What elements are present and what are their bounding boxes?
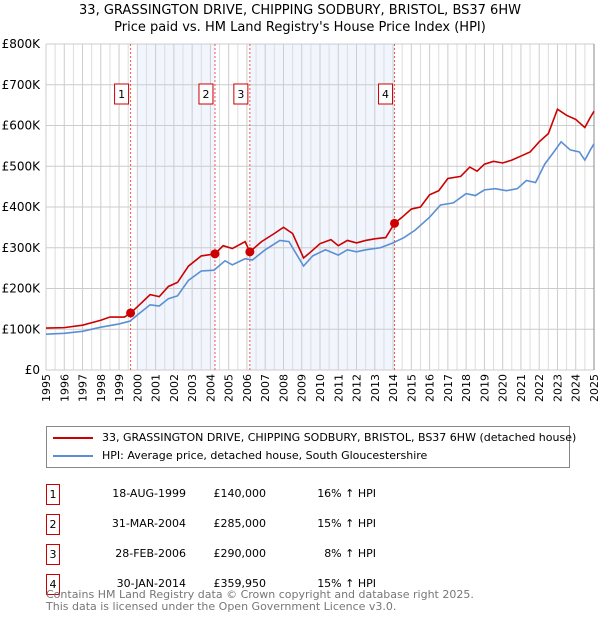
x-tick-label: 2023 [551,374,564,402]
sale-date: 30-JAN-2014 [116,577,186,590]
sale-label-box [198,83,214,105]
x-tick-label: 1996 [58,374,71,402]
sale-number: 2 [46,514,60,535]
legend-swatch [53,436,93,439]
x-tick-label: 2013 [369,374,382,402]
chart-subtitle: Price paid vs. HM Land Registry's House … [114,20,486,35]
x-tick-label: 2016 [424,374,437,402]
x-tick-label: 2010 [314,374,327,402]
sale-price: £285,000 [213,517,267,530]
x-tick-label: 2015 [405,374,418,402]
sale-hpi-diff: 8% ↑ HPI [324,547,376,560]
x-tick-label: 2006 [241,374,254,402]
y-tick-label: £600K [2,119,42,133]
sale-row: 3 28-FEB-2006 £290,000 8% ↑ HPI [46,544,446,565]
x-tick-label: 2002 [168,374,181,402]
x-tick-label: 1998 [95,374,108,402]
sale-point [245,247,255,257]
y-tick-label: £800K [2,37,42,51]
x-tick-label: 2014 [387,374,400,402]
x-tick-label: 2005 [223,374,236,402]
x-tick-label: 2012 [351,374,364,402]
footer-line: This data is licensed under the Open Gov… [46,600,397,613]
x-tick-label: 2003 [186,374,199,402]
x-tick-label: 2004 [204,374,217,402]
x-tick-label: 1995 [40,374,53,402]
y-tick-label: £100K [2,322,42,336]
sale-hpi-diff: 15% ↑ HPI [317,517,376,530]
sale-hpi-diff: 15% ↑ HPI [317,577,376,590]
sale-row: 1 18-AUG-1999 £140,000 16% ↑ HPI [46,484,446,505]
sale-number: 3 [46,544,60,565]
sale-number: 1 [46,484,60,505]
legend-label: HPI: Average price, detached house, Sout… [102,449,428,462]
y-tick-label: £200K [2,282,42,296]
sale-point [210,249,220,259]
sale-point [126,308,136,318]
legend-swatch [53,454,93,457]
x-tick-label: 1997 [77,374,90,402]
x-tick-label: 2017 [442,374,455,402]
sale-price: £359,950 [213,577,267,590]
x-tick-label: 2020 [497,374,510,402]
x-tick-label: 2018 [460,374,473,402]
x-tick-label: 2019 [478,374,491,402]
sale-number: 4 [46,574,60,595]
x-tick-label: 2021 [515,374,528,402]
x-tick-label: 2008 [277,374,290,402]
series-line [45,140,595,335]
legend: 33, GRASSINGTON DRIVE, CHIPPING SODBURY,… [46,426,576,468]
sale-price: £290,000 [213,547,267,560]
sale-price: £140,000 [213,487,267,500]
sale-date: 18-AUG-1999 [112,487,186,500]
x-tick-label: 2011 [332,374,345,402]
y-tick-label: £400K [2,200,42,214]
plot-area: 1995 1996 1997 1998 1999 2000 2001 2002 2003 2004… [2,37,600,402]
sale-date: 28-FEB-2006 [115,547,186,560]
y-tick-label: £0 [25,363,40,377]
sale-label: 3 [237,88,244,101]
x-tick-label: 2007 [259,374,272,402]
sale-label-box [378,83,394,105]
y-tick-label: £500K [2,159,42,173]
x-tick-label: 2025 [588,374,600,402]
x-tick-label: 2022 [533,374,546,402]
x-tick-label: 2024 [570,374,583,402]
y-tick-label: £300K [2,241,42,255]
legend-item-hpi: HPI: Average price, detached house, Sout… [53,449,427,462]
chart-title: 33, GRASSINGTON DRIVE, CHIPPING SODBURY,… [79,3,521,18]
sale-label-box [114,83,130,105]
sale-label: 1 [118,88,125,101]
x-tick-label: 2009 [296,374,309,402]
sale-date: 31-MAR-2004 [111,517,186,530]
sale-label: 2 [202,88,209,101]
footer: Contains HM Land Registry data © Crown c… [46,589,474,613]
footer-line: Contains HM Land Registry data © Crown c… [46,588,474,601]
series-line [45,107,595,329]
sale-point [390,218,400,228]
sale-row: 4 30-JAN-2014 £359,950 15% ↑ HPI [46,574,446,595]
x-tick-label: 2001 [150,374,163,402]
sale-label-box [233,83,249,105]
legend-label: 33, GRASSINGTON DRIVE, CHIPPING SODBURY,… [102,431,577,444]
sale-hpi-diff: 16% ↑ HPI [317,487,376,500]
x-tick-label: 2000 [131,374,144,402]
sale-label: 4 [382,88,389,101]
legend-item-property: 33, GRASSINGTON DRIVE, CHIPPING SODBURY,… [53,431,576,444]
x-tick-label: 1999 [113,374,126,402]
y-tick-label: £700K [2,78,42,92]
sale-row: 2 31-MAR-2004 £285,000 15% ↑ HPI [46,514,446,535]
